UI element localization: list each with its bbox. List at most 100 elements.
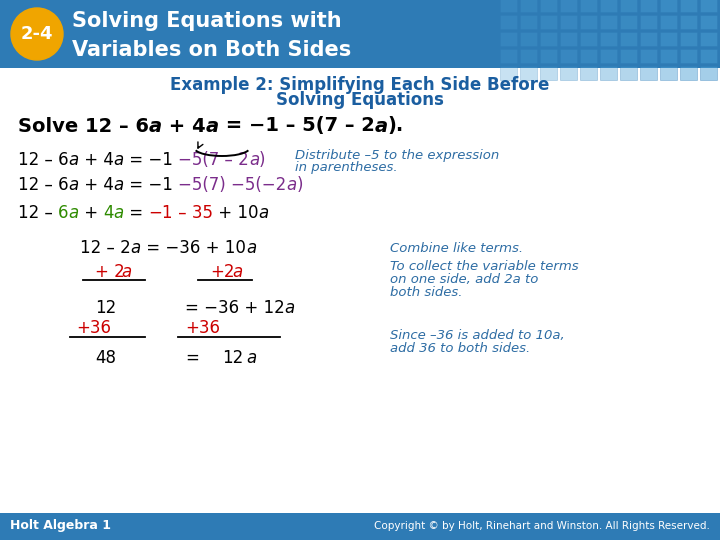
Text: Variables on Both Sides: Variables on Both Sides bbox=[72, 40, 351, 60]
Text: a: a bbox=[121, 263, 131, 281]
Text: 4: 4 bbox=[103, 204, 114, 222]
Text: Example 2: Simplifying Each Side Before: Example 2: Simplifying Each Side Before bbox=[171, 76, 549, 94]
FancyBboxPatch shape bbox=[520, 32, 537, 46]
Text: Solve 12 – 6: Solve 12 – 6 bbox=[18, 117, 149, 136]
Text: 12: 12 bbox=[95, 299, 116, 317]
Text: = −36 + 12: = −36 + 12 bbox=[185, 299, 284, 317]
Text: = −1 – 5(7 – 2: = −1 – 5(7 – 2 bbox=[219, 117, 374, 136]
Text: Combine like terms.: Combine like terms. bbox=[390, 241, 523, 254]
Text: ): ) bbox=[259, 151, 266, 169]
FancyBboxPatch shape bbox=[520, 49, 537, 63]
FancyBboxPatch shape bbox=[600, 32, 617, 46]
Text: a: a bbox=[249, 151, 259, 169]
Text: a: a bbox=[232, 263, 242, 281]
Text: add 36 to both sides.: add 36 to both sides. bbox=[390, 342, 530, 355]
FancyBboxPatch shape bbox=[620, 0, 637, 12]
Text: Distribute –5 to the expression: Distribute –5 to the expression bbox=[295, 148, 499, 161]
Text: a: a bbox=[68, 151, 79, 169]
FancyBboxPatch shape bbox=[0, 513, 720, 540]
FancyBboxPatch shape bbox=[700, 49, 717, 63]
FancyBboxPatch shape bbox=[520, 0, 537, 12]
FancyBboxPatch shape bbox=[600, 49, 617, 63]
FancyBboxPatch shape bbox=[620, 15, 637, 29]
Text: ).: ). bbox=[388, 117, 404, 136]
Text: 2-4: 2-4 bbox=[21, 25, 53, 43]
FancyBboxPatch shape bbox=[660, 49, 677, 63]
Text: +36: +36 bbox=[185, 319, 220, 337]
Text: ): ) bbox=[297, 176, 303, 194]
Text: =: = bbox=[185, 349, 199, 367]
Text: + 2: + 2 bbox=[95, 263, 125, 281]
FancyBboxPatch shape bbox=[640, 66, 657, 80]
FancyBboxPatch shape bbox=[560, 0, 577, 12]
Text: + 4: + 4 bbox=[79, 176, 114, 194]
FancyBboxPatch shape bbox=[700, 15, 717, 29]
FancyBboxPatch shape bbox=[560, 66, 577, 80]
FancyBboxPatch shape bbox=[540, 32, 557, 46]
Text: 12 – 6: 12 – 6 bbox=[18, 151, 68, 169]
FancyBboxPatch shape bbox=[540, 0, 557, 12]
FancyBboxPatch shape bbox=[600, 0, 617, 12]
Text: a: a bbox=[114, 151, 124, 169]
Text: a: a bbox=[149, 117, 162, 136]
Text: = −1: = −1 bbox=[124, 176, 178, 194]
FancyBboxPatch shape bbox=[540, 15, 557, 29]
Text: in parentheses.: in parentheses. bbox=[295, 161, 397, 174]
Text: Holt Algebra 1: Holt Algebra 1 bbox=[10, 519, 111, 532]
FancyBboxPatch shape bbox=[620, 66, 637, 80]
FancyBboxPatch shape bbox=[600, 66, 617, 80]
FancyBboxPatch shape bbox=[640, 15, 657, 29]
FancyBboxPatch shape bbox=[500, 66, 517, 80]
FancyBboxPatch shape bbox=[540, 49, 557, 63]
FancyBboxPatch shape bbox=[680, 66, 697, 80]
FancyBboxPatch shape bbox=[680, 49, 697, 63]
Text: a: a bbox=[68, 176, 79, 194]
Text: −5(7) −5(−2: −5(7) −5(−2 bbox=[178, 176, 287, 194]
FancyBboxPatch shape bbox=[680, 15, 697, 29]
Text: 12: 12 bbox=[222, 349, 243, 367]
Text: Solving Equations with: Solving Equations with bbox=[72, 11, 341, 31]
Text: +: + bbox=[79, 204, 103, 222]
Text: a: a bbox=[206, 117, 219, 136]
Text: +2: +2 bbox=[210, 263, 235, 281]
FancyBboxPatch shape bbox=[620, 49, 637, 63]
FancyBboxPatch shape bbox=[660, 32, 677, 46]
FancyBboxPatch shape bbox=[500, 0, 517, 12]
Text: a: a bbox=[114, 176, 124, 194]
Text: a: a bbox=[68, 204, 79, 222]
Text: a: a bbox=[114, 204, 124, 222]
Text: + 10: + 10 bbox=[213, 204, 258, 222]
FancyBboxPatch shape bbox=[700, 32, 717, 46]
Text: 12 – 6: 12 – 6 bbox=[18, 176, 68, 194]
FancyBboxPatch shape bbox=[500, 49, 517, 63]
FancyBboxPatch shape bbox=[560, 15, 577, 29]
Text: 48: 48 bbox=[95, 349, 116, 367]
FancyBboxPatch shape bbox=[660, 0, 677, 12]
FancyBboxPatch shape bbox=[640, 32, 657, 46]
FancyBboxPatch shape bbox=[680, 0, 697, 12]
Text: a: a bbox=[284, 299, 295, 317]
FancyBboxPatch shape bbox=[700, 0, 717, 12]
Text: + 4: + 4 bbox=[162, 117, 206, 136]
Text: both sides.: both sides. bbox=[390, 286, 462, 299]
FancyBboxPatch shape bbox=[580, 49, 597, 63]
FancyBboxPatch shape bbox=[500, 32, 517, 46]
Text: + 4: + 4 bbox=[79, 151, 114, 169]
FancyBboxPatch shape bbox=[560, 49, 577, 63]
FancyBboxPatch shape bbox=[660, 66, 677, 80]
Circle shape bbox=[11, 8, 63, 60]
FancyBboxPatch shape bbox=[580, 66, 597, 80]
Text: – 35: – 35 bbox=[173, 204, 213, 222]
FancyBboxPatch shape bbox=[640, 49, 657, 63]
Text: To collect the variable terms: To collect the variable terms bbox=[390, 260, 579, 273]
Text: a: a bbox=[258, 204, 269, 222]
FancyBboxPatch shape bbox=[0, 0, 720, 68]
Text: a: a bbox=[287, 176, 297, 194]
Text: a: a bbox=[246, 349, 256, 367]
FancyBboxPatch shape bbox=[660, 15, 677, 29]
Text: Solving Equations: Solving Equations bbox=[276, 91, 444, 109]
Text: +36: +36 bbox=[76, 319, 111, 337]
Text: −5(7 – 2: −5(7 – 2 bbox=[178, 151, 249, 169]
Text: Copyright © by Holt, Rinehart and Winston. All Rights Reserved.: Copyright © by Holt, Rinehart and Winsto… bbox=[374, 521, 710, 531]
FancyBboxPatch shape bbox=[500, 15, 517, 29]
